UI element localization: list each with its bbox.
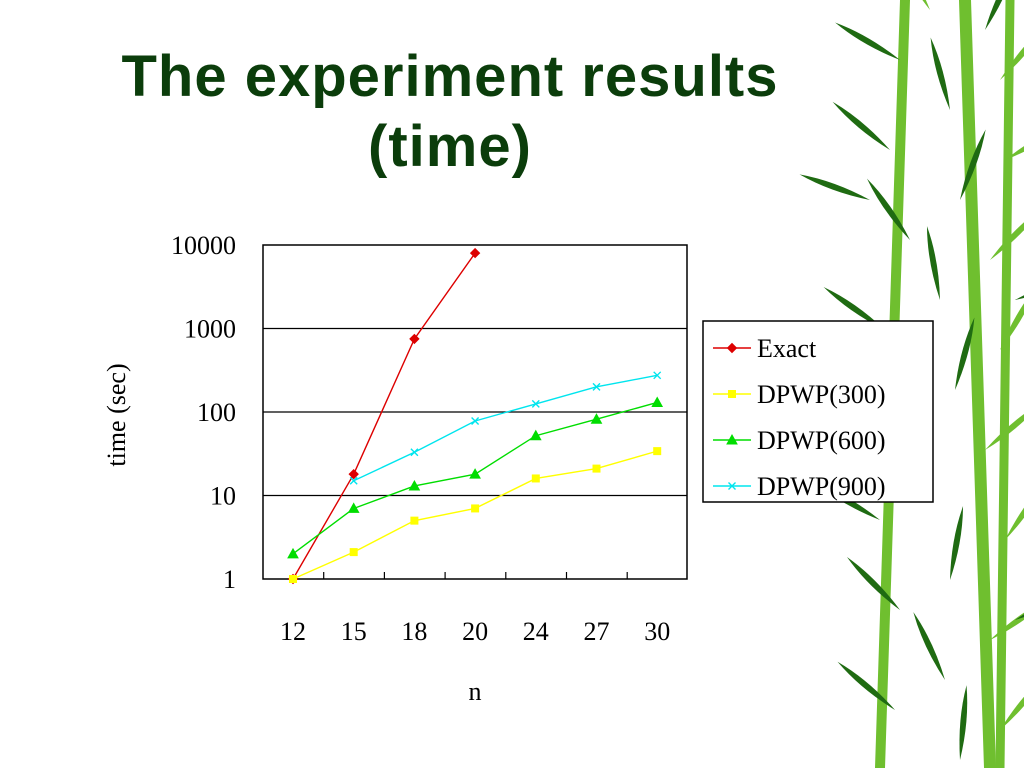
legend: Exact DPWP(300) DPWP(600) DPWP(900) bbox=[702, 320, 934, 503]
bamboo-leaf bbox=[960, 129, 986, 200]
bamboo-stem bbox=[995, 0, 1015, 768]
x-tick-label: 15 bbox=[341, 617, 367, 646]
x-tick-label: 24 bbox=[523, 617, 549, 646]
series-line bbox=[292, 252, 476, 580]
bamboo-leaf bbox=[1000, 22, 1024, 80]
legend-label: Exact bbox=[757, 334, 817, 363]
data-point-marker bbox=[531, 399, 540, 408]
series-dpwp-900 bbox=[349, 371, 662, 485]
data-point-marker bbox=[728, 482, 736, 490]
legend-entry: DPWP(600) bbox=[713, 426, 886, 455]
data-point-marker bbox=[349, 476, 358, 485]
data-point-marker bbox=[653, 371, 662, 380]
y-tick-labels: 1 10 100 1000 10000 bbox=[171, 231, 236, 594]
bamboo-leaf bbox=[1005, 122, 1024, 160]
bamboo-leaf bbox=[866, 178, 910, 240]
y-tick-label: 1000 bbox=[184, 315, 236, 344]
data-point-marker bbox=[347, 502, 360, 513]
x-tick-label: 18 bbox=[401, 617, 427, 646]
series-dpwp-600 bbox=[287, 396, 664, 559]
legend-label: DPWP(300) bbox=[757, 380, 886, 409]
data-point-marker bbox=[469, 247, 481, 259]
data-point-marker bbox=[471, 504, 480, 513]
data-point-marker bbox=[410, 516, 419, 525]
bamboo-leaf bbox=[930, 37, 950, 110]
data-point-marker bbox=[651, 396, 664, 407]
y-tick-label: 10 bbox=[210, 482, 236, 511]
bamboo-leaf bbox=[926, 226, 940, 300]
slide-title-line-2: (time) bbox=[368, 114, 532, 179]
y-axis-label: time (sec) bbox=[102, 363, 131, 466]
bamboo-leaf bbox=[835, 22, 900, 60]
series-line bbox=[353, 374, 658, 482]
data-point-marker bbox=[471, 417, 480, 426]
x-tick-label: 27 bbox=[584, 617, 610, 646]
x-axis-label: n bbox=[469, 677, 482, 706]
bamboo-leaf bbox=[832, 101, 890, 150]
legend-entry: DPWP(300) bbox=[713, 380, 886, 409]
bamboo-leaf bbox=[950, 506, 964, 580]
data-point-marker bbox=[726, 342, 738, 354]
bamboo-leaf bbox=[823, 286, 885, 330]
data-point-marker bbox=[289, 575, 297, 583]
bamboo-stem bbox=[959, 0, 996, 768]
data-point-marker bbox=[529, 429, 542, 441]
data-point-marker bbox=[409, 333, 420, 345]
bamboo-leaf bbox=[955, 317, 975, 390]
bamboo-leaf bbox=[990, 206, 1024, 260]
data-point-marker bbox=[410, 448, 419, 457]
bamboo-leaf bbox=[959, 685, 968, 760]
data-point-marker bbox=[728, 390, 736, 398]
data-point-marker bbox=[287, 547, 299, 559]
data-point-marker bbox=[469, 468, 481, 479]
bamboo-leaf bbox=[846, 556, 900, 610]
legend-box bbox=[702, 320, 934, 503]
x-tick-label: 20 bbox=[462, 617, 488, 646]
data-point-marker bbox=[348, 468, 359, 480]
series-group bbox=[287, 247, 664, 585]
bamboo-leaf bbox=[1005, 478, 1024, 540]
slide-title-line-1: The experiment results bbox=[121, 44, 779, 109]
data-point-marker bbox=[592, 382, 601, 391]
y-tick-label: 1 bbox=[223, 565, 236, 594]
data-point-marker bbox=[653, 447, 662, 456]
y-tick-label: 10000 bbox=[171, 231, 236, 260]
data-point-marker bbox=[592, 464, 601, 473]
y-tick-label: 100 bbox=[197, 398, 236, 427]
bamboo-leaf bbox=[913, 612, 945, 680]
bamboo-leaf bbox=[985, 0, 1017, 30]
data-point-marker bbox=[590, 413, 603, 424]
legend-label: DPWP(600) bbox=[757, 426, 886, 455]
data-point-marker bbox=[531, 474, 540, 483]
bamboo-leaf bbox=[837, 661, 895, 710]
series-dpwp-300 bbox=[289, 447, 662, 583]
bamboo-leaf bbox=[990, 596, 1024, 640]
legend-entry: Exact bbox=[713, 334, 817, 363]
data-point-marker bbox=[349, 548, 358, 557]
legend-label: DPWP(900) bbox=[757, 472, 886, 501]
data-point-marker bbox=[726, 433, 738, 445]
bamboo-leaf bbox=[985, 401, 1024, 450]
x-tick-label: 30 bbox=[644, 617, 670, 646]
data-point-marker bbox=[408, 479, 421, 491]
bamboo-leaf bbox=[799, 174, 870, 200]
x-tick-label: 12 bbox=[280, 617, 306, 646]
gridlines bbox=[263, 327, 687, 497]
bamboo-leaf bbox=[1000, 285, 1024, 350]
x-tick-labels: 12 15 18 20 24 27 30 bbox=[280, 572, 670, 646]
legend-entry: DPWP(900) bbox=[713, 472, 886, 501]
bamboo-leaf bbox=[1000, 672, 1024, 730]
slide-title: The experiment results (time) bbox=[0, 42, 900, 182]
